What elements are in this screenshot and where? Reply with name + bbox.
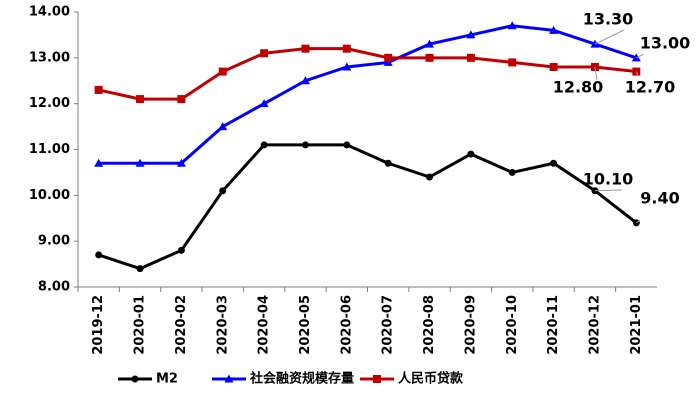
x-tick-label: 2020-09: [463, 295, 478, 355]
point: [260, 141, 268, 149]
x-tick-label: 2020-12: [587, 295, 602, 355]
point: [384, 53, 393, 62]
point: [466, 30, 476, 39]
point: [95, 251, 103, 259]
point: [508, 168, 516, 176]
leader-line: [636, 53, 645, 59]
legend-label: 社会融资规模存量: [249, 371, 354, 387]
point: [383, 57, 393, 66]
legend-label: M2: [156, 372, 178, 387]
leader-line: [594, 189, 623, 192]
data-label: 13.00: [640, 34, 691, 53]
point: [549, 63, 558, 71]
point: [218, 67, 227, 76]
point: [259, 99, 269, 108]
point: [343, 141, 351, 149]
point: [425, 39, 435, 48]
leader-line: [594, 29, 625, 45]
point: [425, 53, 434, 62]
legend-label: 人民币贷款: [398, 371, 464, 387]
point: [218, 122, 228, 131]
series-line: [98, 143, 638, 271]
x-tick-label: 2020-11: [546, 295, 561, 355]
point: [94, 158, 104, 167]
x-tick-label: 2020-08: [422, 295, 437, 355]
point: [301, 141, 309, 149]
data-label: 12.80: [553, 78, 604, 97]
point: [131, 375, 139, 383]
y-tick-label: 8.00: [38, 280, 70, 295]
point: [94, 85, 103, 94]
series-line: [98, 24, 637, 165]
data-label: 13.30: [583, 10, 634, 29]
leader-line: [594, 66, 598, 81]
x-tick-label: 2020-06: [339, 295, 354, 355]
y-tick-label: 9.00: [38, 234, 70, 249]
point: [301, 44, 310, 53]
x-tick-label: 2020-01: [133, 295, 148, 355]
point: [549, 25, 559, 34]
y-tick-label: 13.00: [29, 50, 70, 65]
x-tick-label: 2019-12: [91, 295, 106, 355]
point: [466, 53, 475, 62]
x-tick-label: 2020-02: [174, 295, 189, 355]
point: [384, 159, 392, 167]
point: [224, 374, 234, 383]
point: [219, 187, 227, 195]
data-label: 9.40: [640, 189, 679, 208]
x-tick-label: 2020-07: [381, 295, 396, 355]
point: [300, 76, 310, 85]
point: [508, 58, 517, 67]
point: [373, 375, 381, 383]
point: [177, 246, 185, 254]
point: [260, 49, 269, 58]
point: [550, 159, 558, 167]
y-tick-label: 12.00: [29, 96, 70, 111]
y-tick-label: 14.00: [29, 5, 70, 20]
point: [135, 158, 145, 167]
x-tick-label: 2020-03: [215, 295, 230, 355]
point: [136, 95, 145, 104]
point: [426, 173, 434, 181]
x-tick-label: 2021-01: [629, 295, 644, 355]
point: [136, 265, 144, 273]
point: [507, 21, 517, 30]
data-label: 12.70: [625, 78, 676, 97]
point: [342, 62, 352, 71]
point: [177, 95, 186, 104]
y-tick-label: 10.00: [29, 188, 70, 203]
x-tick-label: 2020-04: [257, 295, 272, 355]
point: [467, 150, 475, 158]
leader-line: [635, 71, 639, 77]
y-tick-label: 11.00: [29, 142, 70, 157]
data-label: 10.10: [583, 170, 634, 189]
point: [342, 44, 351, 53]
leader-line: [636, 219, 641, 224]
x-tick-label: 2020-05: [298, 295, 313, 355]
x-tick-label: 2020-10: [505, 295, 520, 355]
series-line: [98, 47, 637, 101]
point: [176, 158, 186, 167]
